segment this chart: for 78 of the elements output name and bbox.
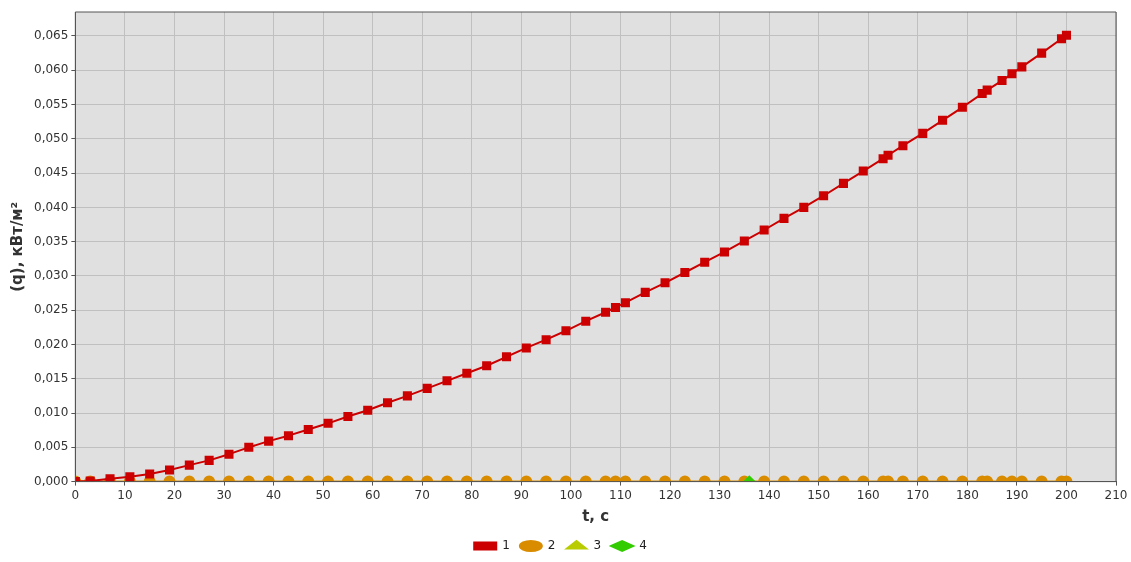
point: [883, 150, 893, 160]
y-tick-label: 0,065: [33, 28, 69, 43]
point: [898, 141, 908, 151]
point: [620, 298, 630, 308]
point: [838, 178, 848, 188]
x-tick-label: 180: [955, 487, 979, 502]
point: [680, 267, 690, 278]
point: [982, 85, 992, 95]
point: [660, 278, 670, 288]
x-tick-label: 60: [365, 487, 381, 502]
legend-label: 3: [593, 538, 602, 553]
x-tick-label: 20: [166, 487, 183, 502]
x-axis-title: t, c: [582, 506, 610, 525]
x-tick-label: 120: [658, 487, 682, 502]
y-tick-label: 0,040: [33, 199, 69, 214]
y-tick-label: 0,020: [33, 336, 69, 351]
y-tick-label: 0,025: [33, 302, 69, 317]
point: [719, 247, 730, 257]
x-tick-label: 0: [71, 487, 80, 502]
y-tick-label: 0,060: [33, 62, 69, 77]
x-tick-label: 130: [708, 487, 732, 502]
point: [462, 368, 472, 378]
point: [610, 302, 621, 313]
x-tick-label: 40: [265, 487, 282, 502]
y-tick-label: 0,000: [33, 473, 69, 488]
point: [819, 191, 829, 201]
point: [482, 361, 492, 371]
y-axis-title: (q), кВт/м²: [7, 201, 26, 292]
x-tick-label: 80: [464, 487, 480, 502]
point: [759, 225, 769, 235]
point: [601, 307, 611, 317]
point: [581, 316, 591, 326]
point: [1061, 30, 1071, 40]
x-tick-label: 170: [906, 487, 930, 502]
point: [918, 128, 928, 138]
y-tick-label: 0,055: [33, 96, 69, 111]
legend-label: 4: [639, 538, 647, 553]
point: [561, 326, 571, 336]
x-tick-label: 70: [414, 487, 430, 502]
point: [1037, 48, 1047, 58]
x-tick-label: 150: [807, 487, 831, 502]
y-tick-label: 0,030: [33, 268, 69, 283]
point: [957, 102, 967, 112]
x-tick-label: 160: [856, 487, 880, 502]
point: [640, 287, 650, 297]
y-tick-label: 0,015: [33, 370, 69, 385]
y-tick-label: 0,005: [33, 439, 69, 454]
point: [521, 343, 531, 353]
x-tick-label: 10: [117, 487, 133, 502]
legend-label: 1: [502, 538, 510, 553]
point: [1007, 69, 1017, 79]
legend-label: 2: [547, 538, 556, 553]
x-tick-label: 50: [315, 487, 331, 502]
y-tick-label: 0,050: [33, 130, 69, 145]
point: [799, 202, 809, 212]
x-tick-label: 200: [1054, 487, 1078, 502]
point: [323, 418, 333, 428]
y-tick-label: 0,010: [33, 405, 69, 420]
x-tick-label: 30: [216, 487, 232, 502]
point: [1017, 62, 1027, 72]
x-tick-label: 210: [1104, 487, 1128, 502]
point: [363, 405, 373, 415]
x-tick-label: 110: [609, 487, 632, 502]
x-tick-label: 190: [1005, 487, 1029, 502]
point: [997, 76, 1007, 86]
point: [938, 115, 948, 125]
y-tick-label: 0,035: [33, 233, 69, 248]
x-tick-label: 90: [513, 487, 529, 502]
point: [858, 166, 868, 176]
point: [700, 257, 710, 267]
point: [779, 213, 789, 223]
x-tick-label: 100: [559, 487, 583, 502]
point: [501, 352, 512, 362]
point: [739, 236, 749, 246]
point: [422, 383, 432, 393]
point: [541, 335, 551, 345]
y-tick-label: 0,045: [33, 165, 69, 180]
x-tick-label: 140: [757, 487, 781, 502]
